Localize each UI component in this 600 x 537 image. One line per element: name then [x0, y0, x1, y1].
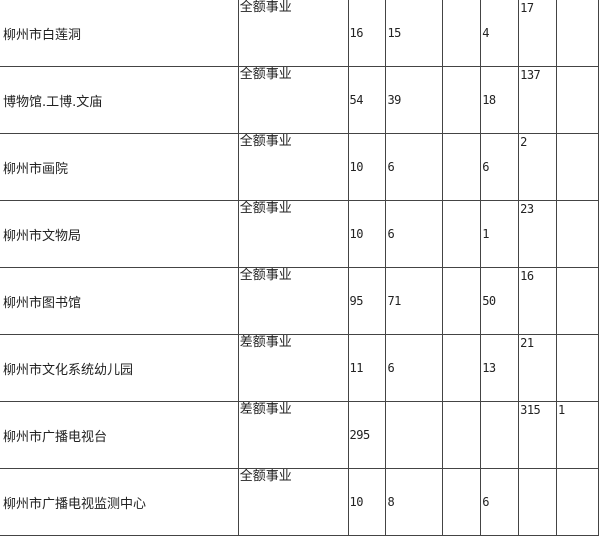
name-cell: 博物馆.工博.文庙 [0, 66, 239, 134]
value-cell [556, 468, 599, 536]
type-cell: 差额事业 [237, 401, 349, 469]
table-row: 柳州市图书馆 全额事业 95 71 50 16 [0, 267, 599, 335]
table-row: 柳州市文化系统幼儿园 差额事业 11 6 13 21 [0, 334, 599, 402]
value-cell [442, 267, 482, 335]
value-cell: 6 [480, 133, 520, 201]
table-row: 柳州市画院 全额事业 10 6 6 2 [0, 133, 599, 201]
name-cell: 柳州市文化系统幼儿园 [0, 334, 239, 402]
value-cell: 71 [385, 267, 444, 335]
value-cell: 6 [385, 200, 444, 268]
value-cell: 16 [518, 267, 558, 335]
value-cell [556, 133, 599, 201]
value-cell [480, 401, 520, 469]
value-cell: 17 [518, 0, 558, 67]
type-cell: 差额事业 [237, 334, 349, 402]
value-cell [442, 468, 482, 536]
name-cell: 柳州市白莲洞 [0, 0, 239, 67]
value-cell: 54 [347, 66, 387, 134]
type-cell: 全额事业 [237, 66, 349, 134]
type-cell: 全额事业 [237, 0, 349, 67]
value-cell [556, 334, 599, 402]
value-cell: 10 [347, 468, 387, 536]
table-row: 柳州市文物局 全额事业 10 6 1 23 [0, 200, 599, 268]
value-cell: 15 [385, 0, 444, 67]
value-cell: 10 [347, 133, 387, 201]
type-cell: 全额事业 [237, 200, 349, 268]
value-cell: 95 [347, 267, 387, 335]
value-cell: 18 [480, 66, 520, 134]
value-cell: 21 [518, 334, 558, 402]
value-cell [385, 401, 444, 469]
value-cell: 39 [385, 66, 444, 134]
value-cell [556, 66, 599, 134]
value-cell: 13 [480, 334, 520, 402]
value-cell: 4 [480, 0, 520, 67]
value-cell: 315 [518, 401, 558, 469]
value-cell: 6 [385, 334, 444, 402]
type-cell: 全额事业 [237, 133, 349, 201]
value-cell: 2 [518, 133, 558, 201]
table-row: 博物馆.工博.文庙 全额事业 54 39 18 137 [0, 66, 599, 134]
value-cell: 16 [347, 0, 387, 67]
name-cell: 柳州市文物局 [0, 200, 239, 268]
value-cell: 6 [480, 468, 520, 536]
name-cell: 柳州市画院 [0, 133, 239, 201]
value-cell [556, 200, 599, 268]
value-cell: 1 [480, 200, 520, 268]
value-cell [556, 0, 599, 67]
name-cell: 柳州市广播电视台 [0, 401, 239, 469]
table-row: 柳州市白莲洞 全额事业 16 15 4 17 [0, 0, 599, 67]
value-cell [442, 334, 482, 402]
value-cell: 1 [556, 401, 599, 469]
value-cell: 295 [347, 401, 387, 469]
name-cell: 柳州市图书馆 [0, 267, 239, 335]
value-cell: 23 [518, 200, 558, 268]
type-cell: 全额事业 [237, 468, 349, 536]
value-cell [518, 468, 558, 536]
value-cell [442, 401, 482, 469]
table-row: 柳州市广播电视监测中心 全额事业 10 8 6 [0, 468, 599, 536]
value-cell: 10 [347, 200, 387, 268]
value-cell [442, 200, 482, 268]
value-cell: 137 [518, 66, 558, 134]
table-row: 柳州市广播电视台 差额事业 295 315 1 [0, 401, 599, 469]
value-cell: 50 [480, 267, 520, 335]
value-cell [556, 267, 599, 335]
value-cell: 8 [385, 468, 444, 536]
value-cell [442, 66, 482, 134]
value-cell [442, 0, 482, 67]
value-cell: 6 [385, 133, 444, 201]
type-cell: 全额事业 [237, 267, 349, 335]
value-cell [442, 133, 482, 201]
name-cell: 柳州市广播电视监测中心 [0, 468, 239, 536]
value-cell: 11 [347, 334, 387, 402]
